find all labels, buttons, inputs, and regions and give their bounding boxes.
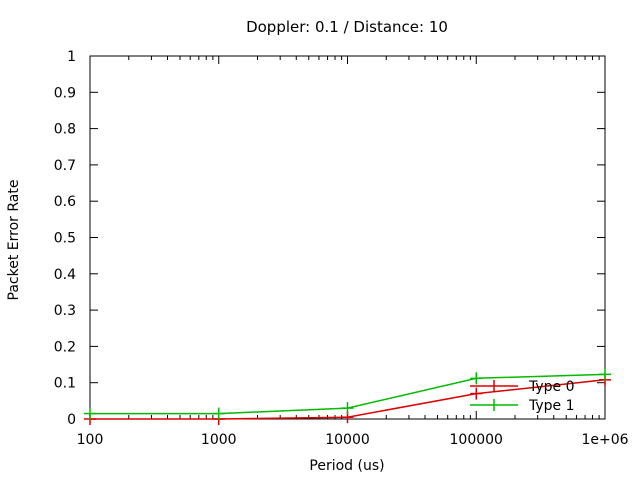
data-point [84, 407, 96, 420]
y-tick-label: 0.6 [54, 194, 76, 210]
series-layer [84, 368, 611, 425]
legend: Type 0 Type 1 [470, 379, 575, 414]
data-point [470, 387, 483, 400]
y-tick-label: 0.5 [54, 231, 76, 247]
x-tick-label: 100000 [450, 432, 503, 448]
y-axis-label: Packet Error Rate [6, 180, 22, 301]
legend-label: Type 1 [528, 398, 575, 414]
chart-title: Doppler: 0.1 / Distance: 10 [246, 18, 448, 36]
data-point [341, 402, 354, 415]
x-tick-label: 10000 [325, 432, 370, 448]
y-tick-label: 0.8 [54, 122, 76, 138]
legend-item: Type 1 [470, 398, 575, 414]
x-tick-label: 100 [77, 432, 104, 448]
y-tick-label: 0 [67, 412, 76, 428]
legend-label: Type 0 [528, 379, 575, 395]
y-tick-label: 0.2 [54, 339, 76, 355]
x-axis-label: Period (us) [309, 458, 384, 474]
x-tick-label: 1e+06 [581, 432, 628, 448]
y-tick-label: 0.3 [54, 303, 76, 319]
data-point [212, 407, 225, 420]
y-tick-label: 0.7 [54, 158, 76, 174]
x-tick-label: 1000 [201, 432, 237, 448]
data-point [470, 372, 483, 385]
y-tick-label: 0.1 [54, 376, 76, 392]
y-tick-label: 1 [67, 49, 76, 65]
y-axis: 0 0.1 0.2 0.3 0.4 0.5 0.6 0.7 0.8 0.9 1 [54, 49, 605, 428]
y-tick-label: 0.9 [54, 85, 76, 101]
plot-frame [89, 55, 606, 420]
data-point [599, 368, 611, 381]
legend-item: Type 0 [470, 379, 575, 395]
y-tick-label: 0.4 [54, 267, 76, 283]
